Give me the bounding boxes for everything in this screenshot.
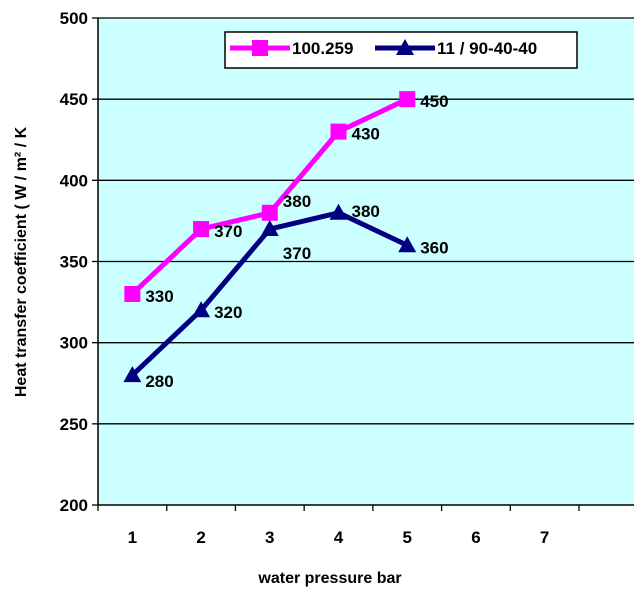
- x-tick-labels: 1 2 3 4 5 6 7: [128, 528, 550, 547]
- data-label: 380: [283, 192, 311, 211]
- data-label: 370: [283, 244, 311, 263]
- legend: 100.259 11 / 90-40-40: [224, 31, 578, 69]
- x-tick-label: 2: [196, 528, 205, 547]
- x-tick-label: 4: [334, 528, 344, 547]
- x-tick-label: 5: [402, 528, 411, 547]
- data-point: [399, 91, 416, 108]
- legend-marker-1: [396, 39, 414, 55]
- x-axis-title: water pressure bar: [257, 570, 401, 587]
- x-tick-label: 6: [471, 528, 480, 547]
- data-label: 450: [420, 92, 448, 111]
- data-label: 280: [145, 372, 173, 391]
- data-label: 430: [352, 125, 380, 144]
- legend-label-0: 100.259: [292, 39, 353, 58]
- y-tick-label: 250: [60, 415, 88, 434]
- y-tick-labels: 200 250 300 350 400 450 500: [60, 9, 88, 515]
- gridlines: [92, 17, 634, 506]
- x-tick-label: 3: [265, 528, 274, 547]
- y-tick-label: 400: [60, 171, 88, 190]
- axes: [97, 18, 634, 511]
- x-tick-label: 1: [128, 528, 137, 547]
- y-tick-label: 500: [60, 9, 88, 28]
- data-point: [329, 203, 348, 220]
- data-point: [124, 285, 141, 302]
- data-label: 380: [352, 202, 380, 221]
- data-point: [398, 236, 417, 253]
- data-point: [192, 301, 211, 318]
- data-label: 370: [214, 222, 242, 241]
- series-group: [123, 91, 417, 383]
- y-axis-title: Heat transfer coefficient ( W / m² / K: [13, 126, 30, 397]
- y-tick-label: 200: [60, 496, 88, 515]
- data-label: 330: [145, 287, 173, 306]
- data-label: 320: [214, 303, 242, 322]
- data-point: [261, 204, 278, 221]
- data-point: [123, 366, 142, 383]
- y-tick-label: 300: [60, 334, 88, 353]
- legend-marker-0: [252, 40, 268, 56]
- data-labels: 330 370 380 430 450 280 320 370 380 360: [145, 92, 448, 391]
- data-point: [330, 123, 347, 140]
- data-point: [193, 221, 210, 238]
- data-label: 360: [420, 238, 448, 257]
- y-tick-label: 350: [60, 253, 88, 272]
- x-tick-label: 7: [540, 528, 549, 547]
- y-tick-label: 450: [60, 90, 88, 109]
- data-point: [260, 220, 279, 237]
- legend-label-1: 11 / 90-40-40: [437, 39, 537, 58]
